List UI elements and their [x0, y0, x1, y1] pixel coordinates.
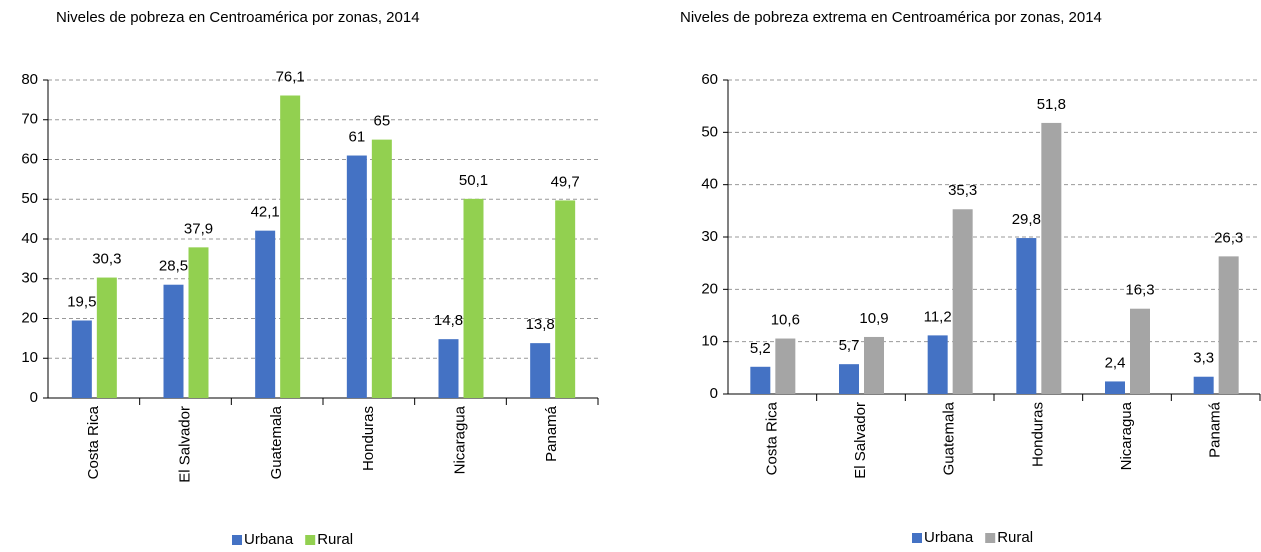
data-label: 29,8	[1012, 211, 1041, 228]
data-label: 3,3	[1193, 350, 1214, 367]
y-tick-label: 60	[21, 150, 38, 167]
bar	[927, 335, 948, 394]
bar	[96, 277, 117, 398]
data-label: 51,8	[1037, 96, 1066, 113]
data-label: 50,1	[459, 172, 488, 189]
x-tick-label: Honduras	[1029, 402, 1046, 467]
legend-swatch	[912, 533, 922, 543]
bar	[346, 155, 367, 398]
y-tick-label: 40	[21, 230, 38, 247]
bar	[952, 209, 973, 394]
bar	[1218, 256, 1239, 394]
data-label: 5,2	[750, 340, 771, 357]
y-tick-label: 30	[701, 228, 718, 245]
x-tick-label: Guatemala	[941, 401, 958, 475]
x-tick-label: Nicaragua	[1118, 401, 1135, 470]
y-tick-label: 20	[21, 309, 38, 326]
data-label: 11,2	[924, 308, 952, 325]
bar	[839, 364, 859, 394]
y-tick-label: 60	[701, 71, 718, 88]
data-label: 10,9	[859, 310, 888, 327]
data-label: 30,3	[92, 251, 121, 268]
y-tick-label: 80	[21, 71, 38, 88]
y-tick-label: 20	[701, 280, 718, 297]
x-tick-label: El Salvador	[852, 402, 869, 479]
chart-title: Niveles de pobreza extrema en Centroamér…	[680, 9, 1102, 26]
data-label: 49,7	[551, 173, 580, 190]
bar	[555, 200, 576, 398]
y-tick-label: 50	[701, 123, 718, 140]
y-tick-label: 0	[30, 389, 38, 406]
x-tick-label: Panamá	[1207, 401, 1224, 458]
y-tick-label: 10	[21, 349, 38, 366]
data-label: 61	[348, 128, 365, 145]
data-label: 65	[373, 113, 390, 130]
data-label: 13,8	[526, 316, 555, 333]
bar	[163, 284, 184, 398]
legend-label: Rural	[997, 529, 1033, 546]
y-tick-label: 70	[21, 111, 38, 128]
data-label: 16,3	[1125, 282, 1154, 299]
data-label: 2,4	[1105, 354, 1126, 371]
bar	[371, 139, 392, 398]
bar	[775, 338, 796, 394]
y-tick-label: 50	[21, 190, 38, 207]
data-label: 76,1	[276, 68, 305, 85]
bar	[530, 343, 551, 398]
x-tick-label: Panamá	[543, 405, 560, 462]
data-label: 35,3	[948, 182, 977, 199]
legend-label: Rural	[317, 531, 353, 548]
data-label: 37,9	[184, 220, 213, 237]
data-label: 26,3	[1214, 229, 1243, 246]
bar	[255, 230, 276, 398]
x-tick-label: Nicaragua	[451, 405, 468, 474]
bar	[1130, 308, 1150, 394]
y-tick-label: 0	[710, 385, 718, 402]
bar	[1105, 381, 1125, 394]
bar	[438, 339, 459, 398]
bar	[188, 247, 209, 398]
bar	[71, 320, 92, 398]
bar	[1041, 122, 1062, 394]
bar	[463, 198, 484, 398]
y-tick-label: 30	[21, 270, 38, 287]
legend-swatch	[985, 533, 996, 543]
x-tick-label: Costa Rica	[85, 405, 102, 479]
y-tick-label: 40	[701, 176, 718, 193]
bar	[1193, 376, 1214, 394]
data-label: 5,7	[839, 337, 860, 354]
chart-title: Niveles de pobreza en Centroamérica por …	[56, 9, 420, 26]
data-label: 14,8	[434, 312, 463, 329]
bar	[864, 336, 884, 394]
x-tick-label: Honduras	[360, 406, 377, 471]
legend-label: Urbana	[924, 529, 974, 546]
data-label: 42,1	[251, 204, 280, 221]
x-tick-label: Guatemala	[268, 405, 285, 479]
legend-label: Urbana	[244, 531, 294, 548]
bar	[750, 366, 771, 394]
x-tick-label: Costa Rica	[763, 401, 780, 475]
data-label: 19,5	[67, 293, 96, 310]
data-label: 28,5	[159, 258, 188, 275]
legend-swatch	[232, 535, 242, 545]
bar	[1016, 238, 1037, 394]
legend-swatch	[305, 535, 316, 545]
x-tick-label: El Salvador	[176, 406, 193, 483]
data-label: 10,6	[771, 311, 800, 328]
y-tick-label: 10	[701, 333, 718, 350]
bar	[280, 95, 301, 398]
